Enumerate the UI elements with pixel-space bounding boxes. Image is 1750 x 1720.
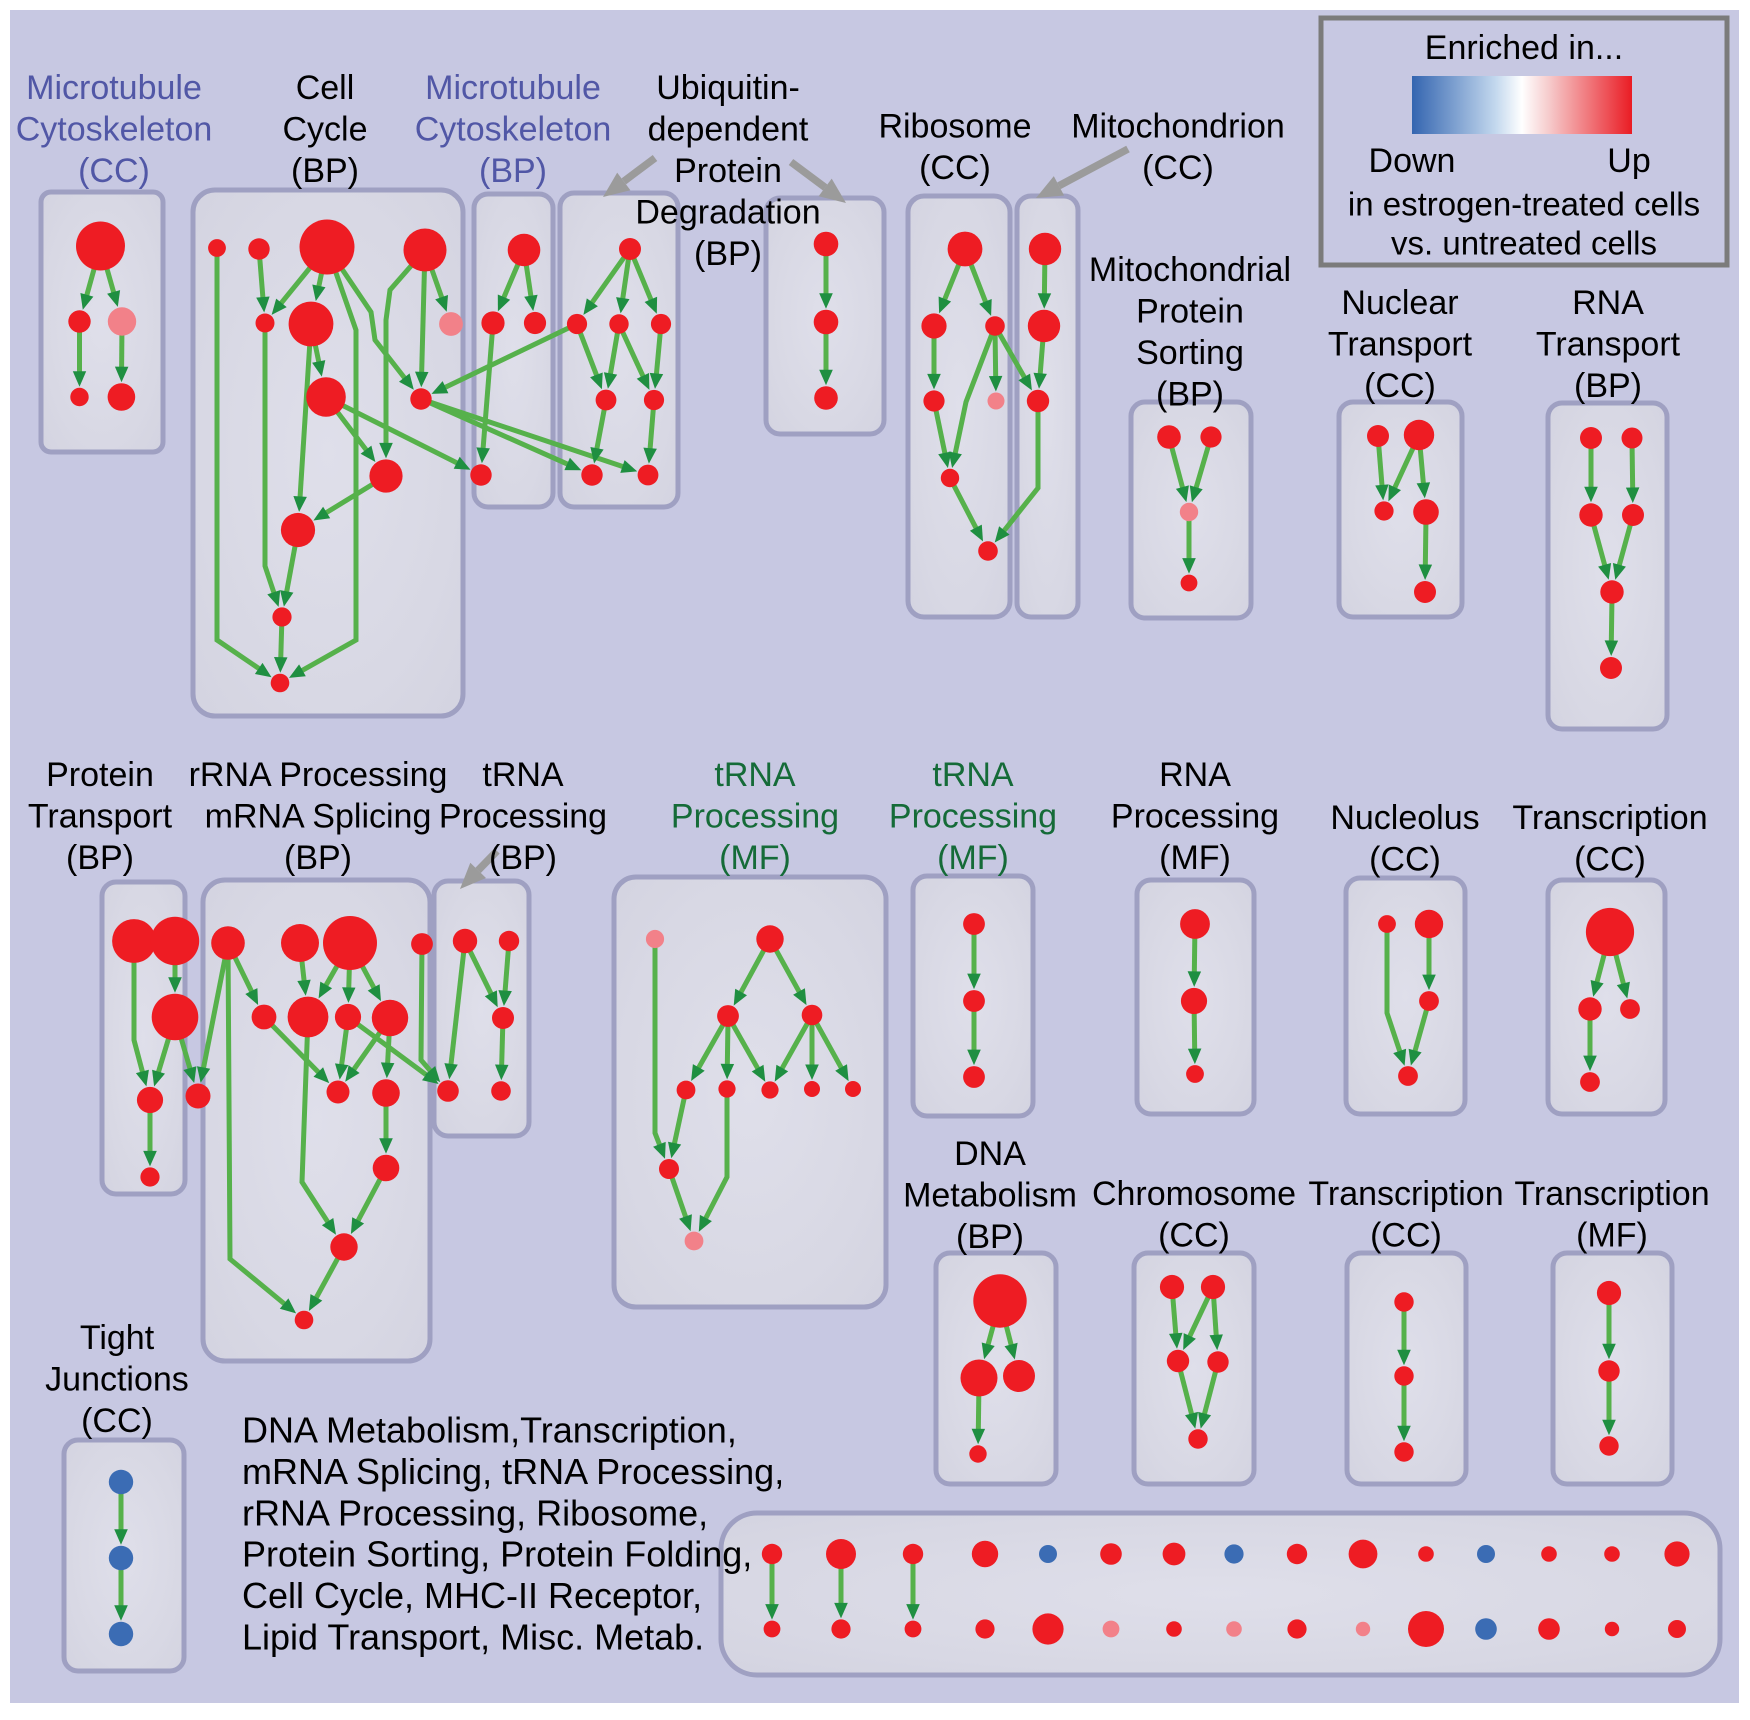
svg-text:(BP): (BP) — [66, 839, 134, 877]
svg-text:(CC): (CC) — [1158, 1216, 1230, 1254]
svg-text:Nucleolus: Nucleolus — [1330, 799, 1479, 837]
svg-text:dependent: dependent — [648, 110, 809, 148]
svg-text:(BP): (BP) — [956, 1218, 1024, 1256]
svg-text:Up: Up — [1607, 142, 1650, 180]
svg-text:Ubiquitin-: Ubiquitin- — [656, 69, 800, 107]
svg-text:Transcription: Transcription — [1512, 799, 1707, 837]
svg-text:rRNA Processing: rRNA Processing — [189, 756, 448, 794]
svg-text:(BP): (BP) — [1156, 375, 1224, 413]
svg-text:(CC): (CC) — [1370, 1216, 1442, 1254]
svg-text:(CC): (CC) — [1369, 840, 1441, 878]
svg-text:Chromosome: Chromosome — [1092, 1175, 1296, 1213]
svg-text:(MF): (MF) — [937, 839, 1009, 877]
svg-text:Down: Down — [1369, 142, 1456, 180]
svg-text:(CC): (CC) — [1142, 149, 1214, 187]
svg-text:DNA Metabolism,Transcription,: DNA Metabolism,Transcription, — [242, 1410, 737, 1451]
svg-text:Protein: Protein — [674, 152, 782, 190]
svg-text:Enriched in...: Enriched in... — [1425, 29, 1623, 67]
svg-text:(BP): (BP) — [479, 152, 547, 190]
svg-text:tRNA: tRNA — [714, 756, 796, 794]
svg-text:Protein: Protein — [46, 756, 154, 794]
svg-text:RNA: RNA — [1572, 284, 1644, 322]
svg-text:(BP): (BP) — [291, 152, 359, 190]
svg-text:Processing: Processing — [1111, 797, 1279, 835]
svg-text:Tight: Tight — [80, 1319, 155, 1357]
svg-text:mRNA Splicing, tRNA Processing: mRNA Splicing, tRNA Processing, — [242, 1451, 784, 1492]
svg-text:Sorting: Sorting — [1136, 334, 1244, 372]
svg-text:(CC): (CC) — [1574, 840, 1646, 878]
svg-text:Processing: Processing — [889, 797, 1057, 835]
svg-text:Cell Cycle, MHC-II Receptor,: Cell Cycle, MHC-II Receptor, — [242, 1575, 702, 1616]
svg-text:(BP): (BP) — [1574, 367, 1642, 405]
svg-text:(CC): (CC) — [919, 149, 991, 187]
svg-text:Junctions: Junctions — [45, 1360, 189, 1398]
svg-text:(CC): (CC) — [78, 152, 150, 190]
svg-text:tRNA: tRNA — [482, 756, 564, 794]
svg-text:RNA: RNA — [1159, 756, 1231, 794]
svg-text:(CC): (CC) — [1364, 367, 1436, 405]
svg-text:Microtubule: Microtubule — [425, 69, 601, 107]
svg-text:Cytoskeleton: Cytoskeleton — [415, 110, 612, 148]
svg-text:tRNA: tRNA — [932, 756, 1014, 794]
svg-text:Degradation: Degradation — [635, 193, 820, 231]
svg-text:Processing: Processing — [671, 797, 839, 835]
svg-text:Protein: Protein — [1136, 292, 1244, 330]
svg-text:(MF): (MF) — [1159, 839, 1231, 877]
svg-text:Transcription: Transcription — [1514, 1175, 1709, 1213]
svg-text:Microtubule: Microtubule — [26, 69, 202, 107]
svg-text:(BP): (BP) — [694, 235, 762, 273]
svg-text:vs. untreated cells: vs. untreated cells — [1391, 225, 1657, 262]
svg-text:Cycle: Cycle — [282, 110, 367, 148]
svg-text:(MF): (MF) — [719, 839, 791, 877]
svg-text:Transcription: Transcription — [1308, 1175, 1503, 1213]
svg-text:Metabolism: Metabolism — [903, 1176, 1077, 1214]
svg-text:Mitochondrial: Mitochondrial — [1089, 251, 1291, 289]
svg-text:Processing: Processing — [439, 797, 607, 835]
svg-text:Mitochondrion: Mitochondrion — [1071, 107, 1285, 145]
svg-text:Lipid Transport, Misc. Metab.: Lipid Transport, Misc. Metab. — [242, 1617, 704, 1658]
svg-text:Cytoskeleton: Cytoskeleton — [16, 110, 213, 148]
svg-text:(MF): (MF) — [1576, 1216, 1648, 1254]
svg-text:DNA: DNA — [954, 1135, 1026, 1173]
svg-text:Transport: Transport — [1328, 325, 1473, 363]
svg-text:(BP): (BP) — [489, 839, 557, 877]
svg-text:Ribosome: Ribosome — [878, 107, 1031, 145]
svg-text:Protein Sorting, Protein Foldi: Protein Sorting, Protein Folding, — [242, 1534, 752, 1575]
svg-text:rRNA Processing, Ribosome,: rRNA Processing, Ribosome, — [242, 1492, 708, 1533]
svg-text:Transport: Transport — [28, 797, 173, 835]
svg-text:Cell: Cell — [296, 69, 355, 107]
svg-text:in estrogen-treated cells: in estrogen-treated cells — [1348, 186, 1700, 223]
svg-text:(BP): (BP) — [284, 839, 352, 877]
svg-text:mRNA Splicing: mRNA Splicing — [205, 797, 432, 835]
svg-text:Transport: Transport — [1536, 325, 1681, 363]
svg-text:Nuclear: Nuclear — [1341, 284, 1458, 322]
svg-text:(CC): (CC) — [81, 1402, 153, 1440]
